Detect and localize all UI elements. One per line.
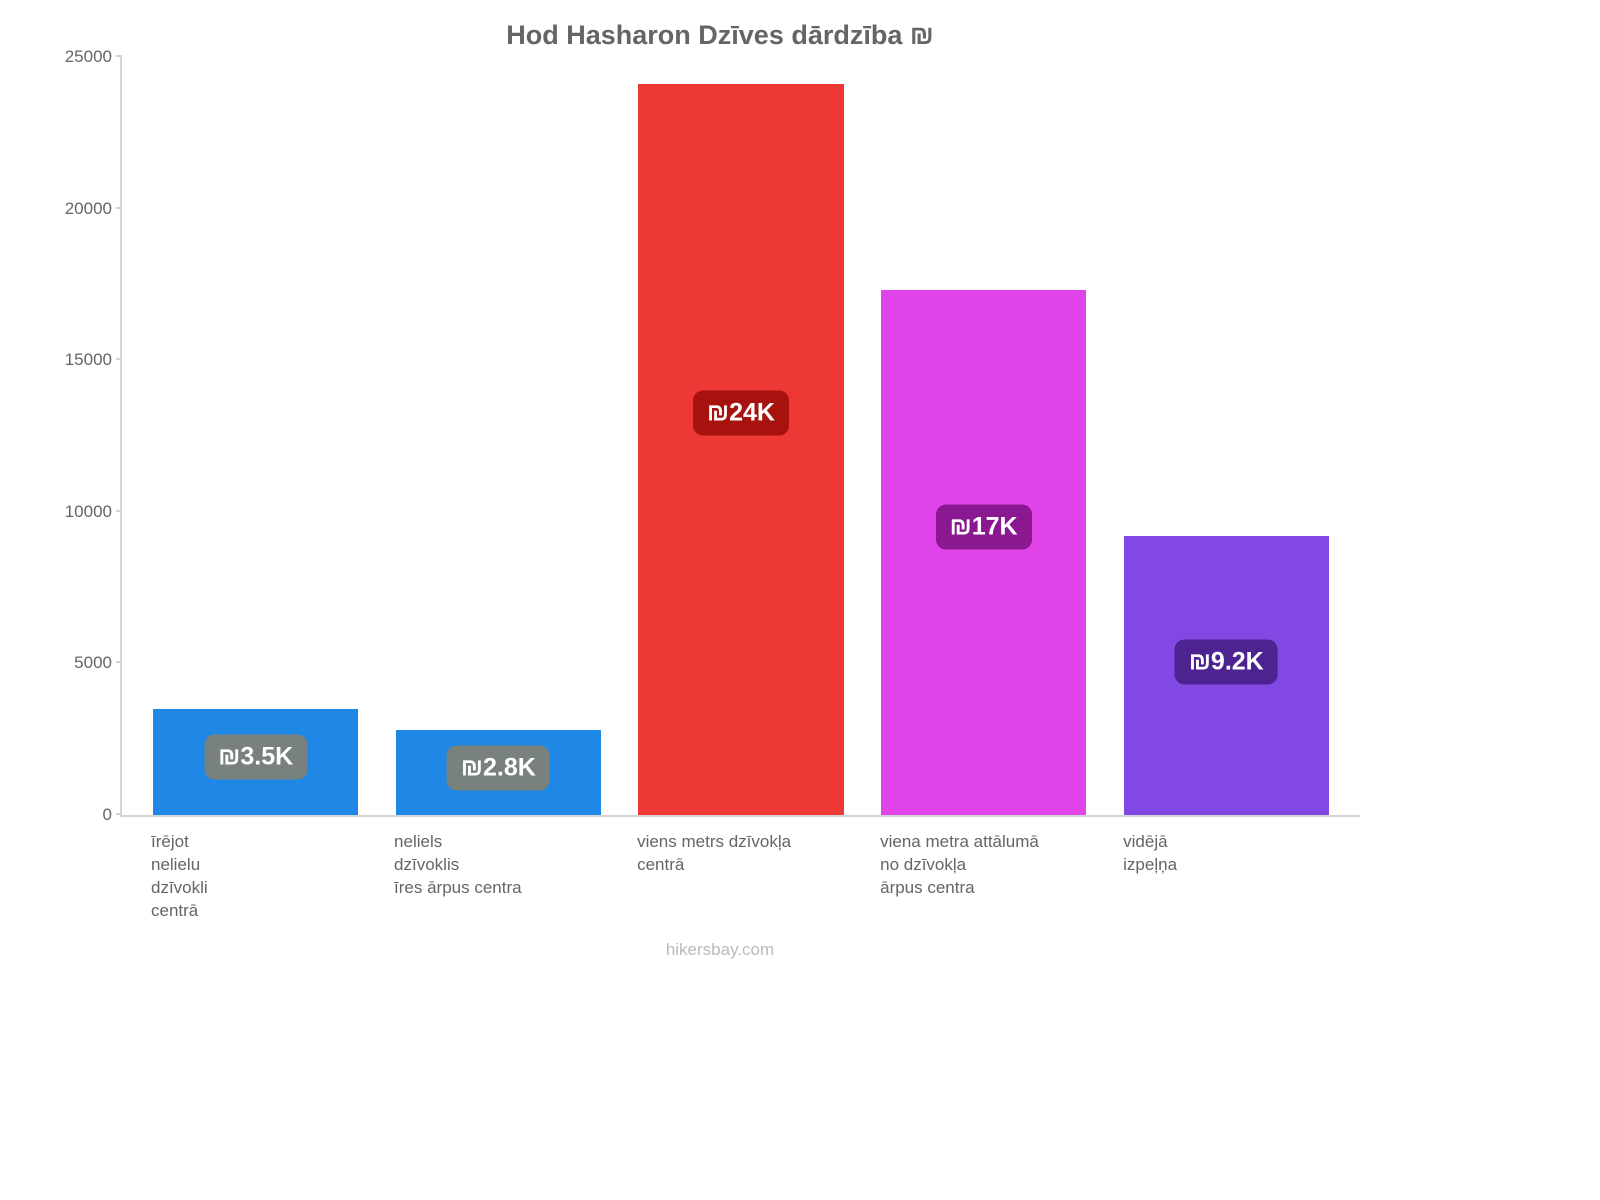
chart-footer: hikersbay.com [80, 940, 1360, 960]
plot-area: 0500010000150002000025000₪3.5K₪2.8K₪24K₪… [120, 57, 1360, 817]
x-axis-labels: īrējotnelieludzīvoklicentrānelielsdzīvok… [120, 817, 1360, 957]
y-tick-mark [116, 207, 122, 209]
y-tick-label: 25000 [52, 47, 112, 67]
bar [881, 290, 1087, 815]
x-tick-label: viens metrs dzīvokļacentrā [637, 831, 878, 877]
bar-value-label: ₪17K [936, 504, 1032, 549]
bar-value-label: ₪24K [693, 391, 789, 436]
bar-value-label: ₪3.5K [204, 734, 307, 779]
y-tick-label: 0 [52, 805, 112, 825]
chart-title: Hod Hasharon Dzīves dārdzība ₪ [80, 20, 1360, 51]
bar-value-label: ₪9.2K [1175, 639, 1278, 684]
y-tick-label: 5000 [52, 653, 112, 673]
y-tick-mark [116, 358, 122, 360]
y-tick-mark [116, 661, 122, 663]
x-tick-label: nelielsdzīvoklisīres ārpus centra [394, 831, 635, 900]
x-tick-label: viena metra attālumāno dzīvokļaārpus cen… [880, 831, 1121, 900]
y-tick-mark [116, 55, 122, 57]
y-tick-mark [116, 813, 122, 815]
bar [638, 84, 844, 815]
x-tick-label: vidējāizpeļņa [1123, 831, 1364, 877]
x-tick-label: īrējotnelieludzīvoklicentrā [151, 831, 392, 923]
bar-value-label: ₪2.8K [447, 746, 550, 791]
y-tick-mark [116, 510, 122, 512]
y-tick-label: 20000 [52, 199, 112, 219]
cost-of-living-chart: Hod Hasharon Dzīves dārdzība ₪ 050001000… [80, 20, 1360, 980]
y-tick-label: 15000 [52, 350, 112, 370]
y-tick-label: 10000 [52, 502, 112, 522]
